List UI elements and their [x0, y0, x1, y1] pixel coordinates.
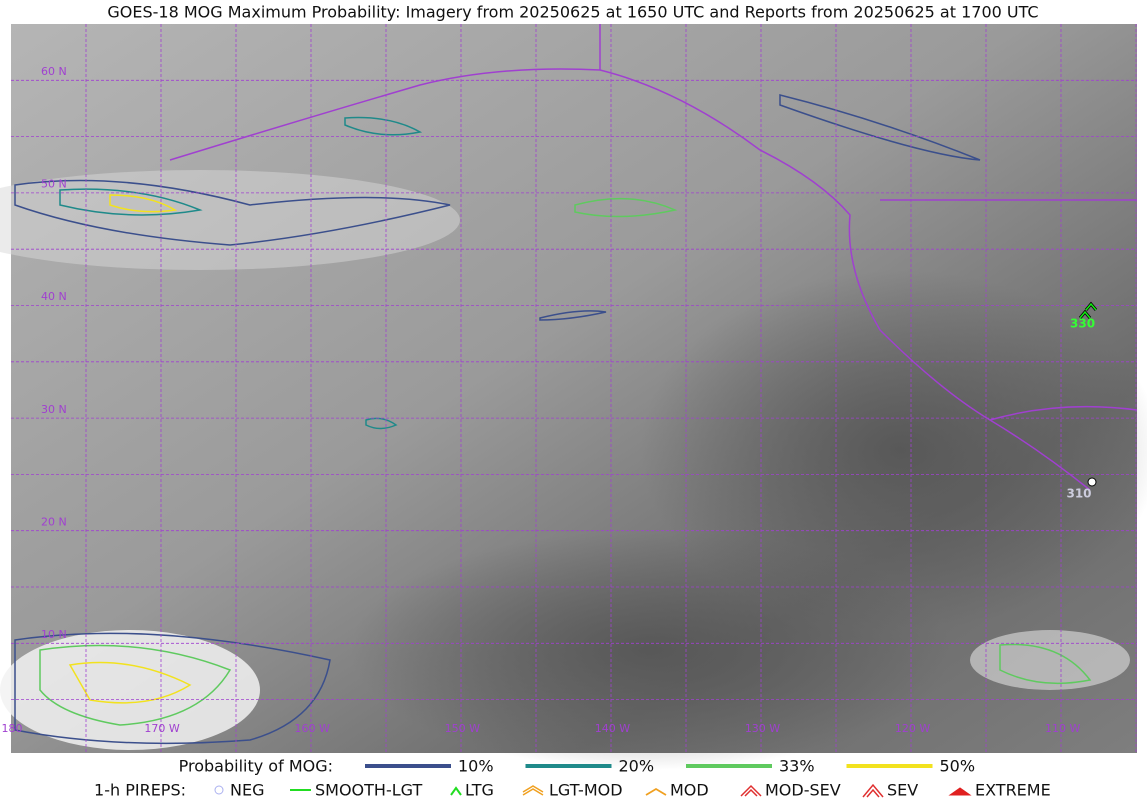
coastline [169, 24, 1138, 491]
legend-label: 20% [619, 757, 655, 776]
legend-label: LGT-MOD [549, 781, 623, 800]
legend-label: 10% [458, 757, 494, 776]
pirep-icon [522, 785, 544, 796]
legend-label: EXTREME [975, 781, 1051, 800]
pirep-icon [948, 787, 972, 796]
pirep-icon [862, 783, 884, 798]
legend: Probability of MOG: 1-h PIREPS: 10% 20% 33… [94, 757, 1051, 800]
pirep-icon [645, 787, 667, 796]
lon-label: 130 W [745, 722, 780, 735]
legend-label: NEG [230, 781, 264, 800]
lat-label: 10 N [41, 628, 67, 641]
lat-label: 60 N [41, 65, 67, 78]
legend-label: MOD [670, 781, 709, 800]
lon-label: 180 [2, 722, 23, 735]
report-label: 310 [1066, 487, 1091, 501]
lon-label: 110 W [1045, 722, 1080, 735]
pirep-icon [214, 785, 224, 795]
lat-label: 50 N [41, 178, 67, 191]
legend-label: 50% [940, 757, 976, 776]
legend-title: 1-h PIREPS: [94, 781, 186, 800]
lon-label: 170 W [144, 722, 179, 735]
legend-label: MOD-SEV [765, 781, 841, 800]
legend-label: SEV [887, 781, 918, 800]
pirep-reports: 330 310 [1066, 301, 1098, 501]
legend-label: SMOOTH-LGT [315, 781, 422, 800]
lat-label: 40 N [41, 290, 67, 303]
lon-label: 150 W [445, 722, 480, 735]
lon-label: 160 W [295, 722, 330, 735]
legend-label: LTG [465, 781, 494, 800]
lon-label: 120 W [895, 722, 930, 735]
geo-labels: 60 N 50 N 40 N 30 N 20 N 10 N 180 170 W 160 W 150… [2, 65, 1081, 735]
lat-label: 20 N [41, 515, 67, 528]
title: GOES-18 MOG Maximum Probability: Imagery… [107, 3, 1038, 22]
pirep-icon [740, 784, 762, 797]
contours [14, 94, 1092, 745]
graticule [11, 24, 1137, 753]
legend-title: Probability of MOG: [179, 757, 333, 776]
lon-label: 140 W [595, 722, 630, 735]
legend-label: 33% [779, 757, 815, 776]
report-label: 330 [1070, 317, 1095, 331]
satellite-image [0, 24, 1147, 770]
pirep-icon [450, 786, 462, 796]
lat-label: 30 N [41, 403, 67, 416]
